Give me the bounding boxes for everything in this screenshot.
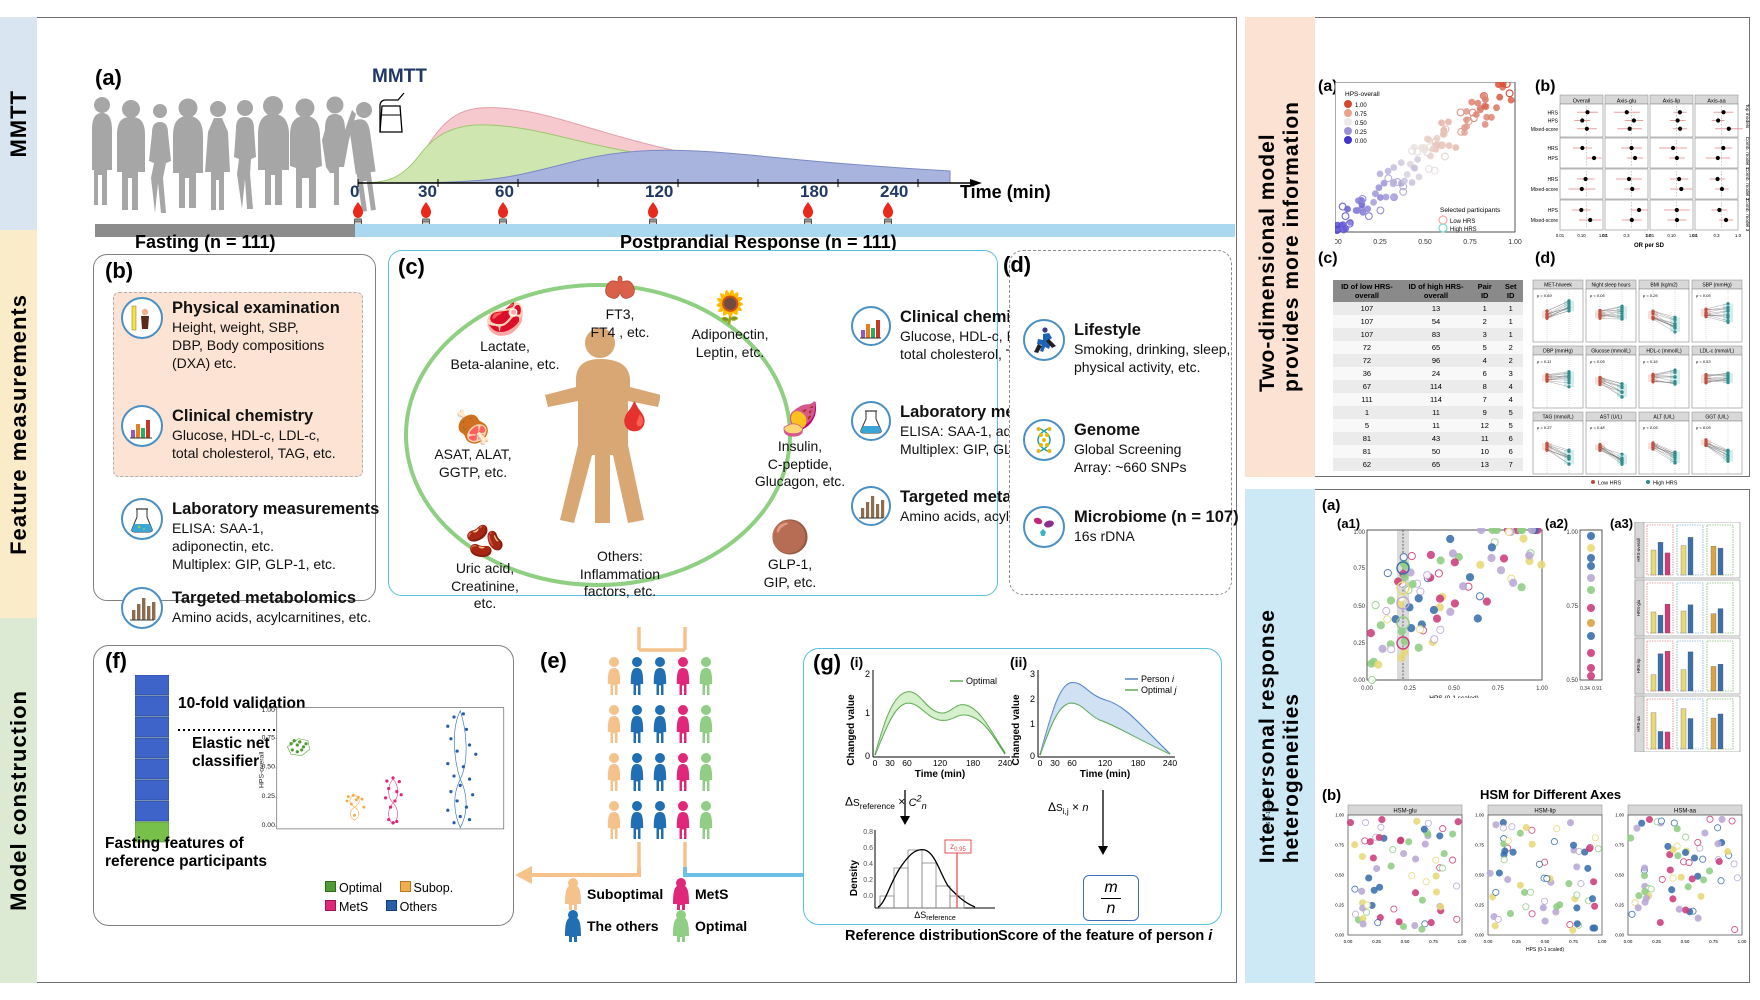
svg-text:0.00: 0.00 — [1484, 939, 1493, 944]
svg-text:0.75: 0.75 — [1566, 604, 1578, 610]
svg-text:0.75: 0.75 — [1709, 939, 1718, 944]
svg-text:0.00: 0.00 — [1615, 933, 1624, 938]
svg-text:1.00: 1.00 — [1458, 939, 1467, 944]
svg-text:0: 0 — [873, 758, 878, 768]
svg-text:0.2: 0.2 — [863, 877, 873, 884]
svg-text:HPS-overall: HPS-overall — [259, 751, 266, 788]
svg-text:0.25: 0.25 — [1335, 903, 1344, 908]
svg-text:0.50: 0.50 — [1566, 678, 1578, 684]
svg-text:0.00: 0.00 — [1475, 933, 1484, 938]
svg-text:0.91: 0.91 — [1592, 686, 1602, 692]
svg-text:0.0: 0.0 — [863, 893, 873, 900]
svg-text:0.00: 0.00 — [1361, 686, 1373, 692]
svg-text:HSM-aa: HSM-aa — [1674, 809, 1697, 815]
svg-text:0.75: 0.75 — [1335, 843, 1344, 848]
svg-text:0.6: 0.6 — [863, 845, 873, 852]
svg-text:0.50: 0.50 — [1475, 873, 1484, 878]
svg-text:120: 120 — [1098, 758, 1112, 768]
svg-text:0.34: 0.34 — [1580, 686, 1590, 692]
svg-text:180: 180 — [1131, 758, 1145, 768]
svg-text:1.00: 1.00 — [1566, 530, 1578, 536]
svg-text:180: 180 — [966, 758, 980, 768]
svg-text:HRS-overall: HRS-overall — [1636, 538, 1641, 561]
svg-text:HPS (0-1 scaled): HPS (0-1 scaled) — [1526, 947, 1564, 953]
svg-text:60: 60 — [1067, 758, 1077, 768]
svg-text:1.00: 1.00 — [1335, 813, 1344, 818]
svg-text:0: 0 — [1030, 751, 1035, 761]
svg-text:Changed value: Changed value — [846, 694, 857, 766]
svg-text:0.50: 0.50 — [1401, 939, 1410, 944]
svg-text:HRS (0-1 scaled): HRS (0-1 scaled) — [1266, 794, 1272, 833]
svg-text:0.50: 0.50 — [1681, 939, 1690, 944]
svg-text:Person i: Person i — [1141, 674, 1175, 684]
svg-text:0.25: 0.25 — [1615, 903, 1624, 908]
svg-text:0.50: 0.50 — [1335, 873, 1344, 878]
svg-text:Time (min): Time (min) — [1080, 769, 1130, 780]
svg-text:Optimal: Optimal — [966, 676, 997, 686]
svg-text:240: 240 — [1163, 758, 1177, 768]
svg-text:0.25: 0.25 — [1475, 903, 1484, 908]
svg-text:1.00: 1.00 — [1536, 686, 1548, 692]
svg-text:0.25: 0.25 — [1404, 686, 1416, 692]
svg-text:0.75: 0.75 — [1475, 843, 1484, 848]
svg-text:0.75: 0.75 — [262, 734, 275, 741]
svg-text:0.50: 0.50 — [1353, 604, 1365, 610]
svg-text:HSM-glu: HSM-glu — [1393, 809, 1416, 815]
svg-text:0.25: 0.25 — [1652, 939, 1661, 944]
svg-text:1: 1 — [865, 708, 870, 718]
svg-text:Time (min): Time (min) — [915, 769, 965, 780]
svg-text:0.50: 0.50 — [1541, 939, 1550, 944]
svg-text:0: 0 — [1038, 758, 1043, 768]
svg-text:0.25: 0.25 — [1353, 641, 1365, 647]
svg-text:0: 0 — [865, 751, 870, 761]
svg-text:1.00: 1.00 — [1475, 813, 1484, 818]
svg-text:0.50: 0.50 — [1615, 873, 1624, 878]
svg-text:Density: Density — [849, 860, 860, 897]
svg-text:HRS-glu: HRS-glu — [1636, 599, 1641, 616]
svg-text:0.25: 0.25 — [1372, 939, 1381, 944]
svg-text:3: 3 — [1030, 669, 1035, 679]
svg-text:120: 120 — [933, 758, 947, 768]
svg-text:1.00: 1.00 — [262, 707, 275, 714]
svg-text:0.00: 0.00 — [262, 822, 275, 829]
svg-text:HSM-lip: HSM-lip — [1534, 809, 1556, 815]
svg-text:0.8: 0.8 — [863, 829, 873, 836]
svg-text:ΔSreference: ΔSreference — [914, 910, 956, 922]
svg-text:0.00: 0.00 — [1335, 933, 1344, 938]
svg-text:0.25: 0.25 — [262, 793, 275, 800]
svg-text:0.75: 0.75 — [1569, 939, 1578, 944]
svg-text:Changed value: Changed value — [1011, 694, 1022, 766]
svg-text:60: 60 — [902, 758, 912, 768]
svg-text:2: 2 — [1030, 694, 1035, 704]
svg-text:0.75: 0.75 — [1429, 939, 1438, 944]
svg-text:0.00: 0.00 — [1353, 678, 1365, 684]
svg-text:1.00: 1.00 — [1598, 939, 1607, 944]
svg-text:HRS-aa: HRS-aa — [1636, 716, 1641, 732]
svg-text:0.75: 0.75 — [1492, 686, 1504, 692]
svg-text:0.00: 0.00 — [1344, 939, 1353, 944]
svg-text:Optimal j: Optimal j — [1141, 685, 1178, 695]
svg-text:0.50: 0.50 — [1448, 686, 1460, 692]
svg-text:0.75: 0.75 — [1353, 566, 1365, 572]
svg-text:HRS-lip: HRS-lip — [1636, 658, 1641, 673]
svg-text:0.75: 0.75 — [1615, 843, 1624, 848]
svg-text:1.00: 1.00 — [1738, 939, 1747, 944]
svg-text:1.00: 1.00 — [1615, 813, 1624, 818]
svg-text:1: 1 — [1030, 719, 1035, 729]
svg-text:30: 30 — [1050, 758, 1060, 768]
svg-text:30: 30 — [885, 758, 895, 768]
svg-text:0.25: 0.25 — [1512, 939, 1521, 944]
svg-text:0.00: 0.00 — [1624, 939, 1633, 944]
svg-text:1.00: 1.00 — [1353, 530, 1365, 536]
svg-text:0.4: 0.4 — [863, 861, 873, 868]
svg-text:2: 2 — [865, 669, 870, 679]
svg-text:HPS (0-1 scaled): HPS (0-1 scaled) — [1429, 695, 1479, 698]
